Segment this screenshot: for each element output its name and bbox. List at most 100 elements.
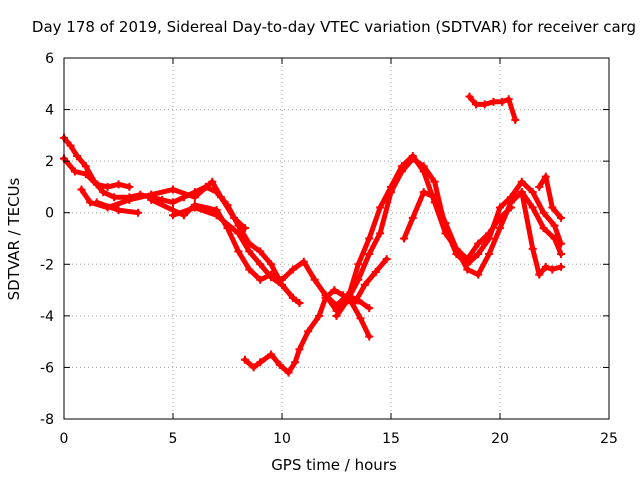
data-point <box>463 265 472 274</box>
data-point <box>208 177 217 186</box>
data-point <box>304 327 313 336</box>
data-point <box>110 193 119 202</box>
data-point <box>557 249 566 258</box>
series-trace <box>170 205 296 301</box>
data-point <box>528 188 537 197</box>
data-point <box>256 260 265 269</box>
x-axis-label: GPS time / hours <box>271 456 397 474</box>
data-point <box>485 229 494 238</box>
plot-frame <box>63 57 610 420</box>
data-point <box>376 229 385 238</box>
data-point <box>365 249 374 258</box>
data-point <box>535 182 544 191</box>
data-point <box>472 100 481 109</box>
data-point <box>288 293 297 302</box>
data-point <box>496 213 504 222</box>
data-point <box>70 167 79 176</box>
axis-ticks: 0 5 10 15 20 25 -8 -6 -4 -2 0 2 4 6 <box>40 51 618 447</box>
data-point <box>77 185 86 194</box>
data-point <box>332 311 341 320</box>
y-tick-label: 6 <box>45 51 54 67</box>
data-point <box>330 286 339 295</box>
data-point <box>240 355 249 364</box>
data-point <box>496 203 504 212</box>
data-point <box>397 162 406 171</box>
data-point <box>147 195 156 204</box>
x-tick-label: 0 <box>60 431 69 447</box>
data-point <box>498 97 507 106</box>
data-point <box>539 208 548 217</box>
data-point <box>474 249 483 258</box>
data-point <box>310 275 319 284</box>
data-point <box>92 180 101 189</box>
data-point <box>245 247 254 256</box>
data-point <box>190 193 199 202</box>
data-point <box>539 224 548 233</box>
data-point <box>92 198 101 207</box>
data-point <box>256 358 265 367</box>
y-axis-label: SDTVAR / TECUs <box>5 177 23 300</box>
y-tick-label: -4 <box>40 309 54 325</box>
data-point <box>452 244 461 253</box>
data-point <box>496 224 504 233</box>
data-point <box>441 219 450 228</box>
data-point <box>541 172 550 181</box>
data-point <box>506 203 515 212</box>
data-point <box>352 296 361 305</box>
data-point <box>134 208 143 217</box>
data-point <box>256 247 265 256</box>
data-point <box>267 273 276 282</box>
data-point <box>284 368 293 377</box>
data-point <box>234 247 243 256</box>
data-point <box>343 296 352 305</box>
data-point <box>315 311 324 320</box>
data-point <box>245 265 254 274</box>
y-tick-label: -6 <box>40 360 54 376</box>
data-point <box>125 195 134 204</box>
series-trace-10 <box>352 255 391 305</box>
y-tick-label: -8 <box>40 412 54 428</box>
data-point <box>240 224 249 233</box>
data-point <box>267 260 276 269</box>
data-point <box>528 203 537 212</box>
data-point <box>365 304 374 313</box>
x-tick-label: 5 <box>169 431 178 447</box>
data-point <box>517 188 526 197</box>
data-point <box>557 213 566 222</box>
data-point <box>81 170 90 179</box>
data-point <box>480 100 489 109</box>
data-point <box>114 206 123 215</box>
data-point <box>234 229 243 238</box>
y-tick-label: 2 <box>45 154 54 170</box>
data-point <box>275 360 284 369</box>
series-trace-14 <box>535 172 566 222</box>
y-tick-label: -2 <box>40 257 54 273</box>
data-point <box>430 177 439 186</box>
data-point <box>256 275 265 284</box>
grid-lines <box>64 58 609 419</box>
data-point <box>371 268 380 277</box>
chart-title: Day 178 of 2019, Sidereal Day-to-day VTE… <box>32 18 636 36</box>
data-point <box>400 234 409 243</box>
x-tick-label: 15 <box>382 431 400 447</box>
data-point <box>339 291 348 300</box>
data-point <box>557 262 566 271</box>
series-trace-1 <box>60 133 304 307</box>
data-point <box>548 203 557 212</box>
data-point <box>550 221 559 230</box>
data-point <box>387 182 395 191</box>
data-point <box>114 180 123 189</box>
plot-series <box>60 92 566 377</box>
data-point <box>278 280 286 289</box>
data-point <box>169 211 177 220</box>
data-point <box>125 182 134 191</box>
data-point <box>267 350 276 359</box>
data-point <box>190 203 199 212</box>
data-point <box>548 265 557 274</box>
series-trace <box>536 174 564 221</box>
x-tick-label: 10 <box>273 431 291 447</box>
y-tick-label: 4 <box>45 103 54 119</box>
data-point <box>295 345 304 354</box>
data-point <box>365 332 374 341</box>
